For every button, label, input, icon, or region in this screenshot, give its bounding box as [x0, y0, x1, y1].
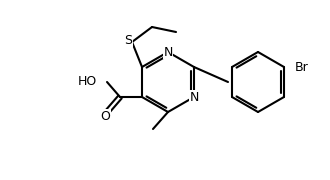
Text: O: O: [100, 109, 110, 123]
Text: Br: Br: [295, 60, 309, 73]
Text: HO: HO: [78, 75, 97, 87]
Text: S: S: [124, 33, 132, 46]
Text: N: N: [189, 91, 199, 104]
Text: N: N: [163, 46, 173, 58]
